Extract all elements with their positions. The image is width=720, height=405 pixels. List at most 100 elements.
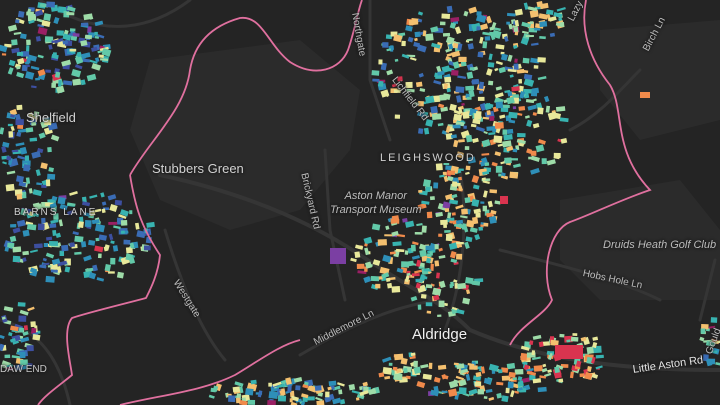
building [19, 309, 29, 316]
building [34, 203, 43, 211]
building [416, 44, 427, 53]
building [332, 397, 342, 405]
building [417, 11, 424, 16]
building [472, 216, 479, 225]
building [539, 21, 548, 28]
building [378, 59, 383, 65]
building [485, 388, 493, 393]
building [417, 101, 424, 107]
building [16, 71, 25, 79]
building [42, 262, 50, 266]
building [401, 40, 406, 47]
building [481, 153, 490, 156]
building [488, 215, 497, 224]
building [526, 370, 537, 376]
building [17, 302, 26, 307]
building [377, 80, 384, 87]
building [118, 214, 127, 220]
building [453, 113, 463, 122]
building [364, 247, 370, 256]
building [36, 182, 43, 186]
building [450, 17, 460, 23]
building [37, 26, 48, 36]
building [119, 209, 129, 217]
building [537, 138, 546, 145]
building [391, 230, 399, 237]
building [29, 137, 38, 142]
building [525, 34, 534, 38]
building [455, 375, 465, 381]
building [385, 277, 391, 283]
building [516, 68, 525, 74]
building [451, 193, 458, 199]
building [538, 341, 544, 348]
building [532, 356, 541, 361]
building [31, 121, 37, 126]
building [468, 6, 478, 14]
building [41, 184, 47, 188]
building [54, 71, 61, 78]
building [372, 78, 380, 82]
building [471, 280, 481, 286]
building [508, 119, 516, 124]
building [586, 346, 594, 355]
building [56, 85, 65, 94]
building [434, 244, 439, 250]
building [1, 146, 7, 153]
building [507, 54, 513, 62]
building [448, 242, 458, 250]
building [77, 51, 82, 58]
building [586, 366, 592, 373]
building [91, 62, 102, 71]
building [463, 125, 467, 129]
building [453, 362, 459, 366]
building [91, 219, 100, 225]
building [491, 161, 498, 167]
building [45, 69, 51, 73]
building [478, 81, 485, 90]
building [87, 26, 92, 34]
building [509, 74, 514, 78]
building [92, 264, 98, 272]
building [493, 27, 501, 32]
building [40, 162, 48, 170]
building [426, 211, 433, 219]
building [411, 241, 419, 246]
building [411, 255, 420, 260]
building [417, 203, 427, 210]
building [479, 23, 489, 31]
building [18, 315, 27, 322]
building [83, 255, 92, 262]
building [446, 52, 456, 57]
building [498, 173, 502, 177]
building [553, 11, 563, 19]
building [16, 65, 21, 70]
building [108, 221, 118, 225]
building [434, 260, 440, 267]
building [57, 260, 68, 267]
road-label-hobs-hole-ln: Hobs Hole Ln [581, 268, 644, 292]
building [558, 378, 564, 383]
building [84, 219, 92, 228]
building [39, 3, 49, 8]
building [518, 85, 524, 93]
building [437, 364, 447, 370]
building [22, 250, 29, 256]
building [80, 58, 90, 63]
building [395, 368, 402, 374]
ward-boundary [37, 0, 652, 405]
building [53, 17, 60, 25]
building [61, 244, 69, 252]
building [513, 163, 521, 169]
building [537, 57, 546, 63]
building [506, 12, 516, 17]
building [47, 173, 56, 180]
building [466, 38, 473, 42]
building [435, 163, 443, 171]
building [302, 384, 309, 389]
building [404, 275, 410, 283]
building [26, 39, 31, 46]
building [408, 19, 419, 26]
building [429, 196, 435, 201]
